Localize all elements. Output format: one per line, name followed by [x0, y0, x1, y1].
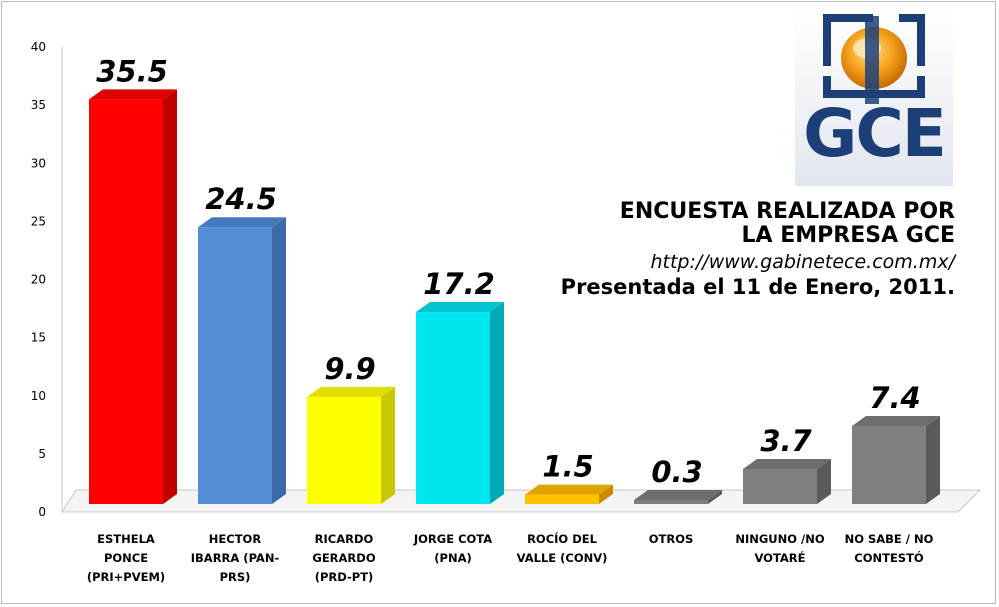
survey-title-line-1: ENCUESTA REALIZADA POR	[619, 199, 955, 224]
data-label: 7.4	[869, 381, 920, 415]
gce-logo-text: GCE	[803, 95, 947, 172]
survey-date: Presentada el 11 de Enero, 2011.	[560, 275, 955, 299]
bar-side	[272, 217, 286, 504]
gce-logo: GCE	[795, 8, 953, 186]
y-tick-label: 10	[31, 389, 46, 403]
bar-side	[708, 490, 722, 504]
bar	[89, 99, 163, 504]
bar	[743, 468, 817, 504]
x-tick-label: GERARDO	[312, 551, 375, 565]
survey-url: http://www.gabinetece.com.mx/	[650, 251, 955, 273]
bar-top	[89, 89, 177, 100]
bar-side	[817, 458, 831, 504]
bar	[852, 425, 926, 504]
bar-side	[163, 89, 177, 504]
bar-top	[743, 458, 831, 469]
x-tick-label: ROCÍO DEL	[527, 531, 598, 546]
bar-side	[381, 386, 395, 504]
y-tick-label: 15	[31, 331, 46, 345]
x-tick-label: (PRI+PVEM)	[87, 570, 165, 584]
data-label: 3.7	[760, 424, 812, 458]
bar	[307, 396, 381, 504]
survey-title-line-2: LA EMPRESA GCE	[741, 223, 955, 248]
x-tick-label: CONTESTÓ	[854, 550, 924, 565]
x-tick-label: (PNA)	[434, 551, 471, 565]
x-tick-label: HECTOR	[209, 532, 262, 546]
y-tick-label: 5	[38, 447, 46, 461]
x-tick-label: RICARDO	[315, 532, 374, 546]
x-tick-label: PRS)	[220, 570, 251, 584]
x-tick-label: VALLE (CONV)	[517, 551, 608, 565]
data-label: 24.5	[205, 182, 277, 216]
data-label: 0.3	[651, 455, 702, 489]
bar-top	[525, 484, 613, 495]
y-tick-label: 20	[31, 273, 46, 287]
bar-top	[634, 490, 722, 500]
bar	[198, 227, 272, 504]
x-tick-label: JORGE COTA	[413, 532, 492, 546]
gce-logo-graphic	[795, 8, 953, 186]
data-label: 9.9	[324, 352, 375, 386]
data-label: 17.2	[423, 267, 495, 301]
survey-info: ENCUESTA REALIZADA POR LA EMPRESA GCE ht…	[561, 200, 955, 300]
y-tick-label: 30	[31, 156, 46, 170]
data-label: 35.5	[96, 54, 168, 88]
bar-side	[926, 415, 940, 504]
bar	[634, 500, 708, 504]
x-tick-label: OTROS	[649, 532, 694, 546]
bar	[525, 494, 599, 504]
bar-top	[198, 217, 286, 228]
bar	[416, 312, 490, 504]
bar-top	[852, 415, 940, 426]
x-tick-label: ESTHELA	[97, 532, 155, 546]
data-label: 1.5	[542, 450, 593, 484]
bar-top	[416, 302, 504, 313]
y-tick-label: 25	[31, 214, 46, 228]
y-tick-label: 40	[31, 40, 46, 54]
bar-side	[599, 484, 613, 504]
bar-side	[490, 302, 504, 504]
x-tick-label: VOTARÉ	[754, 550, 805, 565]
x-tick-label: PONCE	[104, 551, 148, 565]
x-tick-label: NO SABE / NO	[845, 532, 934, 546]
x-tick-label: NINGUNO /NO	[735, 532, 825, 546]
x-tick-label: (PRD-PT)	[315, 570, 374, 584]
y-tick-label: 0	[38, 505, 46, 519]
y-tick-label: 35	[31, 98, 46, 112]
bar-top	[307, 386, 395, 397]
x-tick-label: IBARRA (PAN-	[191, 551, 280, 565]
